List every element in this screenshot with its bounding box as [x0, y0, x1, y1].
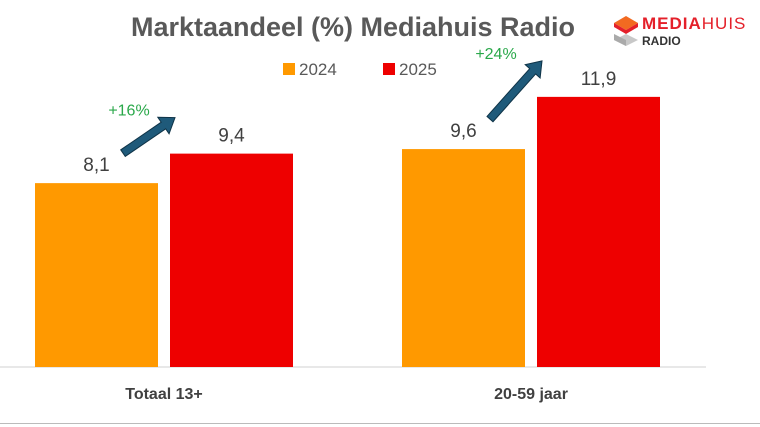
bar-2024-1 — [402, 149, 525, 367]
legend-swatch-2024 — [283, 63, 295, 75]
growth-arrow-icon — [120, 116, 176, 158]
growth-annotation: +24% — [475, 46, 516, 63]
category-label: Totaal 13+ — [125, 386, 203, 403]
mediahuis-radio-logo: MEDIAHUIS RADIO — [612, 14, 752, 50]
growth-annotation: +16% — [108, 103, 149, 120]
logo-subtitle: RADIO — [642, 34, 681, 48]
category-label: 20-59 jaar — [494, 386, 568, 403]
legend-label-2025: 2025 — [399, 60, 437, 79]
data-label: 9,6 — [450, 121, 476, 142]
bottom-divider — [0, 423, 760, 424]
bar-2025-0 — [170, 153, 293, 367]
data-label: 11,9 — [581, 69, 617, 90]
logo-name: MEDIAHUIS — [642, 14, 747, 33]
data-label: 9,4 — [218, 126, 245, 147]
arrow-shape — [120, 116, 176, 158]
legend-swatch-2025 — [383, 63, 395, 75]
growth-arrow-icon — [486, 60, 543, 123]
bar-2024-0 — [35, 183, 158, 367]
legend-label-2024: 2024 — [299, 60, 337, 79]
arrow-shape — [486, 60, 543, 123]
logo-cube-icon — [614, 16, 638, 46]
chart-title: Marktaandeel (%) Mediahuis Radio — [130, 12, 576, 42]
bar-2025-1 — [537, 96, 660, 368]
data-label: 8,1 — [83, 155, 109, 176]
